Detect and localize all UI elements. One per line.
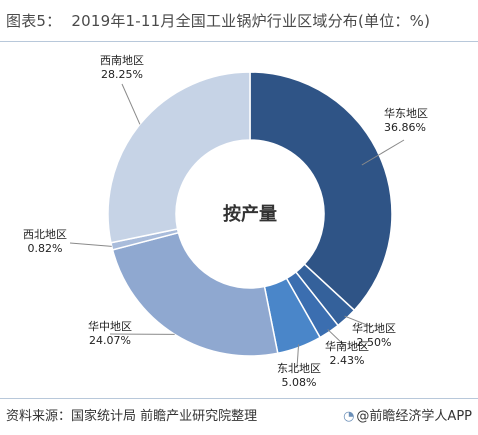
slice-value-label-7: 28.25% [101, 68, 143, 81]
leader-line-1 [361, 139, 405, 166]
leader-line-3 [327, 329, 346, 347]
donut-slice-7 [107, 71, 251, 244]
slice-value-label-6: 0.82% [28, 242, 63, 255]
slice-value-label-5: 24.07% [89, 334, 131, 347]
slice-name-label-7: 西南地区 [100, 54, 144, 67]
donut-slices [107, 71, 393, 357]
chart-title-text: 2019年1-11月全国工业锅炉行业区域分布(单位：%) [71, 12, 431, 30]
figure-number: 图表5： [6, 12, 62, 30]
leader-line-2 [344, 315, 373, 328]
slice-name-label-3: 华南地区 [325, 339, 369, 353]
leader-line-6 [69, 242, 112, 247]
slice-name-label-4: 东北地区 [277, 362, 321, 375]
chart-title: 图表5： 2019年1-11月全国工业锅炉行业区域分布(单位：%) [6, 10, 430, 31]
leader-line-7 [121, 83, 141, 125]
slice-name-label-1: 华东地区 [384, 106, 428, 120]
slice-value-label-4: 5.08% [282, 376, 317, 389]
brand-credit: ◔ @前瞻经济学人APP [343, 405, 472, 424]
data-source: 资料来源：国家统计局 前瞻产业研究院整理 [6, 409, 258, 424]
footer-divider [0, 398, 478, 399]
label-leader-lines [69, 83, 405, 369]
slice-value-label-3: 2.43% [330, 354, 365, 367]
trend-logo-icon: ◔ [343, 409, 355, 424]
donut-slice-1 [249, 71, 393, 312]
leader-line-4 [296, 344, 300, 369]
donut-slice-5 [111, 231, 279, 357]
title-divider [0, 41, 478, 42]
slice-name-label-6: 西北地区 [23, 228, 67, 241]
slice-name-label-2: 华北地区 [352, 321, 396, 335]
brand-text: @前瞻经济学人APP [356, 409, 472, 424]
slice-value-label-2: 2.50% [357, 336, 392, 349]
slice-value-label-1: 36.86% [384, 121, 426, 134]
slice-name-label-5: 华中地区 [88, 319, 132, 333]
donut-center-label: 按产量 [223, 203, 277, 225]
